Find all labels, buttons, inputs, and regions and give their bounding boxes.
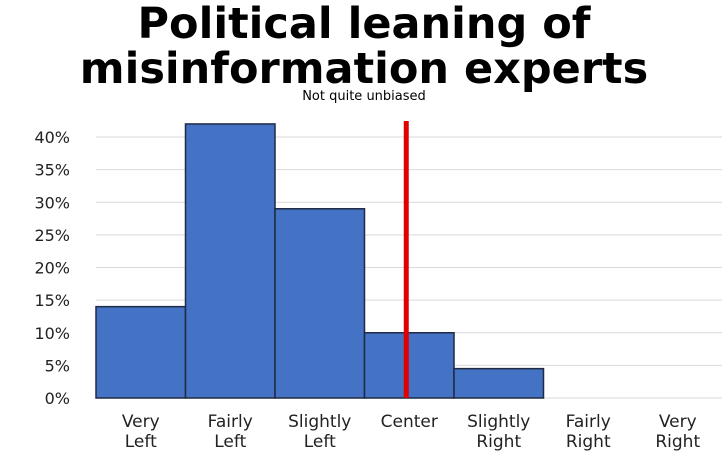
x-tick-label: Slightly Right xyxy=(467,412,530,451)
x-tick-label: Fairly Right xyxy=(566,412,611,451)
y-axis-ticks: 0% 5% 10% 15% 20% 25% 30% 35% 40% xyxy=(34,128,70,408)
y-tick-label: 20% xyxy=(34,259,70,278)
y-tick-label: 5% xyxy=(45,356,70,375)
x-tick-label: Very Left xyxy=(122,412,160,451)
x-tick-label: Center xyxy=(381,412,438,432)
y-tick-label: 40% xyxy=(34,128,70,147)
bars xyxy=(95,123,545,399)
bar xyxy=(453,367,545,399)
chart-subtitle: Not quite unbiased xyxy=(302,89,426,104)
y-tick-label: 10% xyxy=(34,324,70,343)
chart-title-line-1: Political leaning of xyxy=(137,0,591,49)
chart-title: Political leaning of misinformation expe… xyxy=(0,2,728,92)
x-tick-label: Fairly Left xyxy=(208,412,253,451)
bar xyxy=(363,332,455,399)
x-tick-label: Slightly Left xyxy=(288,412,351,451)
bar xyxy=(95,305,187,399)
y-tick-label: 0% xyxy=(45,389,70,408)
y-tick-label: 35% xyxy=(34,161,70,180)
y-tick-label: 15% xyxy=(34,291,70,310)
x-tick-label: Very Right xyxy=(655,412,700,451)
bar xyxy=(184,123,276,399)
chart-title-line-2: misinformation experts xyxy=(79,44,649,94)
y-tick-label: 30% xyxy=(34,193,70,212)
bar xyxy=(274,208,366,399)
x-axis-labels: Very Left Fairly Left Slightly Left Center Slig… xyxy=(122,412,701,451)
y-tick-label: 25% xyxy=(34,226,70,245)
